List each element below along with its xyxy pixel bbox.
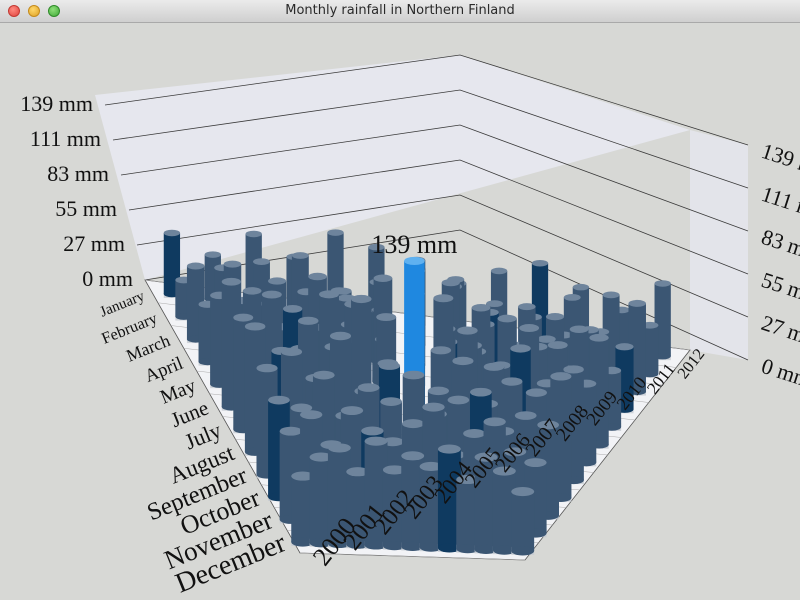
bar-december-2004[interactable] xyxy=(364,436,388,550)
value-tick-label-right: 55 mm xyxy=(758,267,800,310)
value-tick-label-right: 27 mm xyxy=(758,310,800,353)
value-tick-label-right: 0 mm xyxy=(758,353,800,392)
bar-december-2009[interactable] xyxy=(456,474,480,554)
back-wall xyxy=(95,55,690,280)
value-tick-label-left: 139 mm xyxy=(20,91,93,116)
floor-gridline xyxy=(299,552,526,561)
value-tick-label-right: 111 mm xyxy=(758,181,800,227)
right-wall xyxy=(690,130,748,360)
value-tick-label-left: 27 mm xyxy=(63,231,125,256)
value-tick-label-left: 55 mm xyxy=(55,196,117,221)
window-title: Monthly rainfall in Northern Finland xyxy=(285,3,515,18)
gridline xyxy=(120,124,749,232)
bar-december-2012[interactable] xyxy=(511,486,535,556)
gridline xyxy=(136,194,749,318)
gridline xyxy=(112,89,749,189)
bar-december-2007[interactable] xyxy=(419,461,443,552)
close-icon[interactable] xyxy=(8,5,20,17)
bar-december-2000[interactable] xyxy=(291,471,315,547)
value-tick-label-left: 83 mm xyxy=(47,161,109,186)
bar-december-2011[interactable] xyxy=(492,466,516,555)
bar-december-2003[interactable] xyxy=(346,467,370,549)
bar-series xyxy=(163,229,671,556)
gridline xyxy=(104,54,749,146)
highlight-value-label: 139 mm xyxy=(371,230,457,259)
zoom-icon[interactable] xyxy=(48,5,60,17)
minimize-icon[interactable] xyxy=(28,5,40,17)
value-tick-label-left: 111 mm xyxy=(30,126,101,151)
bar-december-2001[interactable] xyxy=(309,452,333,548)
bar-december-2005[interactable] xyxy=(382,465,406,551)
value-tick-label-right: 83 mm xyxy=(758,224,800,267)
bar-december-2002[interactable] xyxy=(327,443,351,549)
bar-december-2010[interactable] xyxy=(474,452,498,554)
bar-december-2008[interactable] xyxy=(437,444,461,553)
chart-walls xyxy=(95,55,748,360)
bar-january-2012[interactable] xyxy=(654,280,671,361)
title-bar[interactable]: Monthly rainfall in Northern Finland xyxy=(0,0,800,23)
value-tick-label-right: 139 mm xyxy=(758,138,800,184)
value-tick-label-left: 0 mm xyxy=(82,266,133,291)
gridline xyxy=(128,159,749,275)
value-gridlines xyxy=(104,54,749,361)
bar-december-2006[interactable] xyxy=(401,451,425,552)
